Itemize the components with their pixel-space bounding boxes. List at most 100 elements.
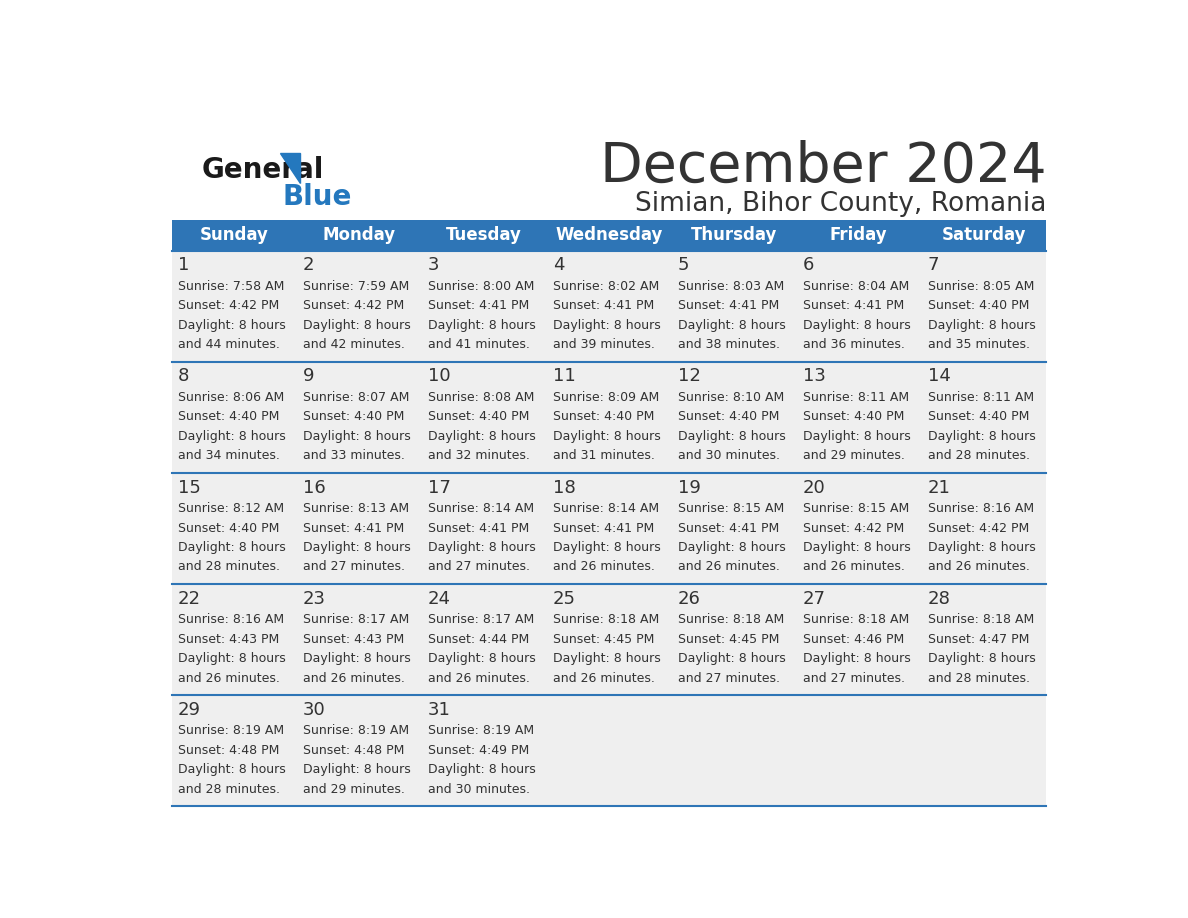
Text: Sunset: 4:45 PM: Sunset: 4:45 PM xyxy=(678,633,779,645)
Text: and 32 minutes.: and 32 minutes. xyxy=(428,449,530,463)
Text: Daylight: 8 hours: Daylight: 8 hours xyxy=(678,430,785,442)
Text: Daylight: 8 hours: Daylight: 8 hours xyxy=(803,319,910,331)
Text: Sunrise: 8:15 AM: Sunrise: 8:15 AM xyxy=(803,502,909,515)
Text: Sunset: 4:43 PM: Sunset: 4:43 PM xyxy=(178,633,279,645)
Text: Sunset: 4:40 PM: Sunset: 4:40 PM xyxy=(552,410,655,423)
Text: Daylight: 8 hours: Daylight: 8 hours xyxy=(552,430,661,442)
Text: Sunset: 4:40 PM: Sunset: 4:40 PM xyxy=(928,410,1029,423)
Text: 21: 21 xyxy=(928,478,950,497)
Text: Daylight: 8 hours: Daylight: 8 hours xyxy=(428,430,536,442)
Text: Sunset: 4:43 PM: Sunset: 4:43 PM xyxy=(303,633,404,645)
Text: and 28 minutes.: and 28 minutes. xyxy=(178,783,280,796)
Text: and 29 minutes.: and 29 minutes. xyxy=(303,783,405,796)
Text: Daylight: 8 hours: Daylight: 8 hours xyxy=(428,319,536,331)
Text: Sunset: 4:42 PM: Sunset: 4:42 PM xyxy=(803,521,904,534)
Text: 27: 27 xyxy=(803,589,826,608)
Text: 17: 17 xyxy=(428,478,450,497)
Text: 2: 2 xyxy=(303,256,315,274)
Bar xyxy=(171,473,1047,584)
Text: Sunrise: 8:14 AM: Sunrise: 8:14 AM xyxy=(428,502,533,515)
Text: and 44 minutes.: and 44 minutes. xyxy=(178,338,280,352)
Text: Daylight: 8 hours: Daylight: 8 hours xyxy=(178,541,285,554)
Text: Sunrise: 8:10 AM: Sunrise: 8:10 AM xyxy=(678,391,784,404)
Text: and 26 minutes.: and 26 minutes. xyxy=(803,561,904,574)
Text: Daylight: 8 hours: Daylight: 8 hours xyxy=(303,541,411,554)
Text: 9: 9 xyxy=(303,367,315,386)
Text: Sunset: 4:40 PM: Sunset: 4:40 PM xyxy=(178,521,279,534)
Text: Sunday: Sunday xyxy=(200,226,268,244)
Text: Friday: Friday xyxy=(830,226,887,244)
Text: Sunset: 4:42 PM: Sunset: 4:42 PM xyxy=(928,521,1029,534)
Text: Sunrise: 8:14 AM: Sunrise: 8:14 AM xyxy=(552,502,659,515)
Text: Sunset: 4:40 PM: Sunset: 4:40 PM xyxy=(678,410,779,423)
Text: and 42 minutes.: and 42 minutes. xyxy=(303,338,405,352)
Text: Sunrise: 8:04 AM: Sunrise: 8:04 AM xyxy=(803,280,909,293)
Text: Sunset: 4:45 PM: Sunset: 4:45 PM xyxy=(552,633,655,645)
Text: 3: 3 xyxy=(428,256,440,274)
Text: 4: 4 xyxy=(552,256,564,274)
Text: 20: 20 xyxy=(803,478,826,497)
Polygon shape xyxy=(280,152,301,183)
Text: Sunrise: 8:07 AM: Sunrise: 8:07 AM xyxy=(303,391,410,404)
Text: and 26 minutes.: and 26 minutes. xyxy=(552,561,655,574)
Text: Daylight: 8 hours: Daylight: 8 hours xyxy=(928,319,1036,331)
Text: and 27 minutes.: and 27 minutes. xyxy=(803,672,905,685)
Text: Sunset: 4:40 PM: Sunset: 4:40 PM xyxy=(803,410,904,423)
Text: Daylight: 8 hours: Daylight: 8 hours xyxy=(303,319,411,331)
Text: Sunrise: 8:11 AM: Sunrise: 8:11 AM xyxy=(928,391,1034,404)
Text: Sunset: 4:40 PM: Sunset: 4:40 PM xyxy=(178,410,279,423)
Text: and 38 minutes.: and 38 minutes. xyxy=(678,338,779,352)
Text: Daylight: 8 hours: Daylight: 8 hours xyxy=(178,763,285,777)
Text: Daylight: 8 hours: Daylight: 8 hours xyxy=(552,541,661,554)
Text: and 27 minutes.: and 27 minutes. xyxy=(303,561,405,574)
Text: Sunrise: 8:16 AM: Sunrise: 8:16 AM xyxy=(178,613,284,626)
Text: Daylight: 8 hours: Daylight: 8 hours xyxy=(428,763,536,777)
Bar xyxy=(171,695,1047,806)
Text: Saturday: Saturday xyxy=(941,226,1026,244)
Text: Simian, Bihor County, Romania: Simian, Bihor County, Romania xyxy=(634,191,1047,218)
Text: and 27 minutes.: and 27 minutes. xyxy=(428,561,530,574)
Text: 31: 31 xyxy=(428,700,450,719)
Text: Sunrise: 8:08 AM: Sunrise: 8:08 AM xyxy=(428,391,535,404)
Text: Sunset: 4:41 PM: Sunset: 4:41 PM xyxy=(803,299,904,312)
Text: Sunrise: 7:59 AM: Sunrise: 7:59 AM xyxy=(303,280,409,293)
Text: 23: 23 xyxy=(303,589,326,608)
Text: December 2024: December 2024 xyxy=(600,140,1047,194)
Text: and 30 minutes.: and 30 minutes. xyxy=(678,449,779,463)
Text: Daylight: 8 hours: Daylight: 8 hours xyxy=(803,430,910,442)
Bar xyxy=(171,251,1047,362)
Text: and 26 minutes.: and 26 minutes. xyxy=(303,672,405,685)
Text: Sunset: 4:47 PM: Sunset: 4:47 PM xyxy=(928,633,1029,645)
Text: Sunset: 4:40 PM: Sunset: 4:40 PM xyxy=(428,410,529,423)
Text: Sunset: 4:41 PM: Sunset: 4:41 PM xyxy=(552,299,655,312)
Text: 16: 16 xyxy=(303,478,326,497)
Text: Sunrise: 8:19 AM: Sunrise: 8:19 AM xyxy=(178,724,284,737)
Text: and 36 minutes.: and 36 minutes. xyxy=(803,338,904,352)
Text: Sunrise: 8:12 AM: Sunrise: 8:12 AM xyxy=(178,502,284,515)
Text: Sunset: 4:48 PM: Sunset: 4:48 PM xyxy=(303,744,404,756)
Text: Daylight: 8 hours: Daylight: 8 hours xyxy=(303,652,411,666)
Text: 30: 30 xyxy=(303,700,326,719)
Text: 1: 1 xyxy=(178,256,189,274)
Bar xyxy=(171,362,1047,473)
Text: Sunrise: 8:03 AM: Sunrise: 8:03 AM xyxy=(678,280,784,293)
Text: Sunrise: 8:17 AM: Sunrise: 8:17 AM xyxy=(428,613,535,626)
Text: Sunrise: 8:13 AM: Sunrise: 8:13 AM xyxy=(303,502,409,515)
Text: Sunrise: 8:09 AM: Sunrise: 8:09 AM xyxy=(552,391,659,404)
Text: and 39 minutes.: and 39 minutes. xyxy=(552,338,655,352)
Text: and 27 minutes.: and 27 minutes. xyxy=(678,672,779,685)
Text: and 26 minutes.: and 26 minutes. xyxy=(428,672,530,685)
Text: 15: 15 xyxy=(178,478,201,497)
Text: and 34 minutes.: and 34 minutes. xyxy=(178,449,280,463)
Text: Sunrise: 8:02 AM: Sunrise: 8:02 AM xyxy=(552,280,659,293)
Text: 13: 13 xyxy=(803,367,826,386)
Text: and 31 minutes.: and 31 minutes. xyxy=(552,449,655,463)
Text: and 28 minutes.: and 28 minutes. xyxy=(178,561,280,574)
Text: 19: 19 xyxy=(678,478,701,497)
Text: Daylight: 8 hours: Daylight: 8 hours xyxy=(928,541,1036,554)
Text: Sunrise: 8:05 AM: Sunrise: 8:05 AM xyxy=(928,280,1034,293)
Text: Daylight: 8 hours: Daylight: 8 hours xyxy=(928,430,1036,442)
Text: and 26 minutes.: and 26 minutes. xyxy=(678,561,779,574)
Text: Sunrise: 8:11 AM: Sunrise: 8:11 AM xyxy=(803,391,909,404)
Text: Sunset: 4:41 PM: Sunset: 4:41 PM xyxy=(552,521,655,534)
